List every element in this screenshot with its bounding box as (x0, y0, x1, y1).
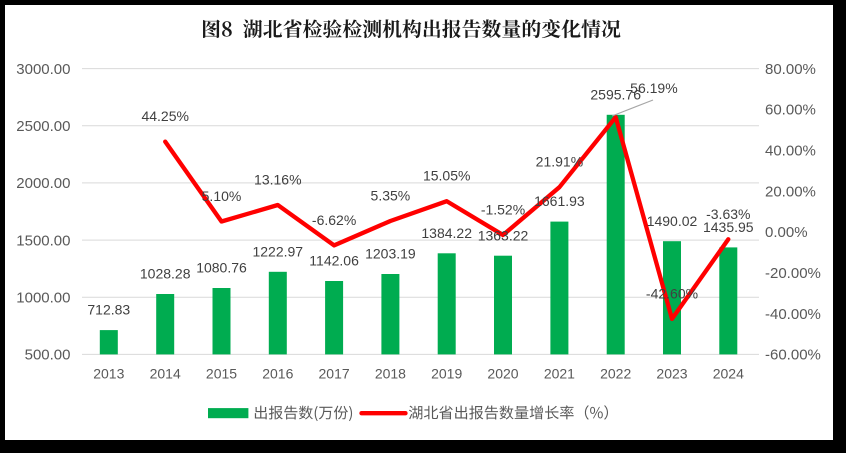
svg-text:21.91%: 21.91% (536, 154, 583, 170)
svg-text:15.05%: 15.05% (423, 168, 470, 184)
svg-text:2014: 2014 (150, 366, 181, 382)
svg-text:13.16%: 13.16% (254, 172, 301, 188)
svg-text:2023: 2023 (656, 366, 687, 382)
svg-text:2024: 2024 (713, 366, 744, 382)
svg-text:2000.00: 2000.00 (16, 175, 70, 192)
svg-text:1435.95: 1435.95 (703, 219, 754, 235)
svg-text:712.83: 712.83 (87, 302, 130, 318)
svg-text:5.35%: 5.35% (371, 188, 411, 204)
svg-text:56.19%: 56.19% (630, 80, 677, 96)
svg-text:1203.19: 1203.19 (365, 246, 416, 262)
svg-text:3000.00: 3000.00 (16, 61, 70, 78)
svg-text:5.10%: 5.10% (202, 188, 242, 204)
svg-text:1028.28: 1028.28 (140, 266, 191, 282)
svg-text:2017: 2017 (319, 366, 350, 382)
svg-text:2022: 2022 (600, 366, 631, 382)
svg-text:1080.76: 1080.76 (196, 260, 247, 276)
svg-text:1661.93: 1661.93 (534, 193, 585, 209)
svg-text:2500.00: 2500.00 (16, 118, 70, 135)
svg-text:80.00%: 80.00% (765, 61, 816, 78)
svg-text:2020: 2020 (487, 366, 518, 382)
svg-text:0.00%: 0.00% (765, 224, 808, 241)
svg-text:1490.02: 1490.02 (647, 213, 698, 229)
svg-text:2016: 2016 (262, 366, 293, 382)
svg-text:2018: 2018 (375, 366, 406, 382)
svg-text:1384.22: 1384.22 (421, 225, 472, 241)
svg-text:-40.00%: -40.00% (765, 306, 821, 323)
svg-text:2019: 2019 (431, 366, 462, 382)
svg-text:1000.00: 1000.00 (16, 290, 70, 307)
svg-text:-6.62%: -6.62% (312, 212, 356, 228)
svg-text:20.00%: 20.00% (765, 183, 816, 200)
svg-text:2013: 2013 (93, 366, 124, 382)
svg-text:1363.22: 1363.22 (478, 227, 529, 243)
svg-text:500.00: 500.00 (25, 347, 71, 364)
svg-text:2021: 2021 (544, 366, 575, 382)
svg-text:2015: 2015 (206, 366, 237, 382)
svg-text:1142.06: 1142.06 (309, 253, 359, 269)
svg-text:1222.97: 1222.97 (252, 243, 303, 259)
svg-text:60.00%: 60.00% (765, 102, 816, 119)
svg-text:44.25%: 44.25% (141, 108, 188, 124)
svg-text:-20.00%: -20.00% (765, 265, 821, 282)
svg-text:1500.00: 1500.00 (16, 232, 70, 249)
svg-text:-3.63%: -3.63% (706, 206, 750, 222)
svg-text:-1.52%: -1.52% (481, 202, 525, 218)
svg-text:2595.76: 2595.76 (590, 86, 641, 102)
svg-text:-60.00%: -60.00% (765, 347, 821, 364)
svg-text:-42.60%: -42.60% (646, 285, 698, 301)
svg-text:40.00%: 40.00% (765, 143, 816, 160)
